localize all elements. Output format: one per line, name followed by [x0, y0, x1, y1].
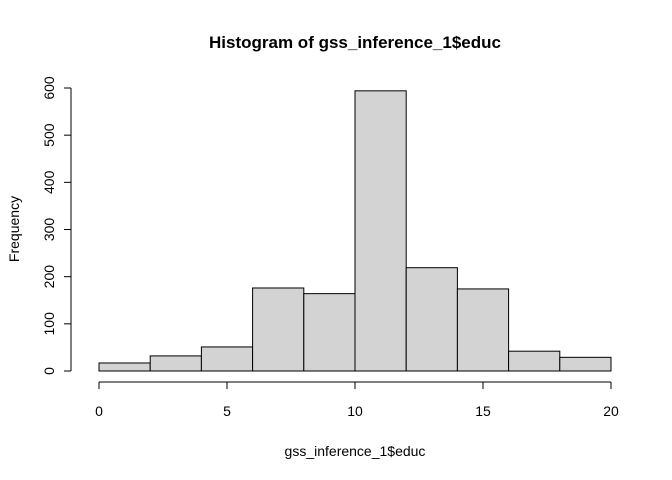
y-tick-label: 400 — [41, 170, 57, 194]
x-axis-label: gss_inference_1$educ — [285, 443, 426, 459]
y-tick-label: 100 — [41, 312, 57, 336]
histogram-bar-1 — [149, 355, 202, 372]
chart-title: Histogram of gss_inference_1$educ — [209, 33, 501, 52]
y-tick-label: 600 — [41, 76, 57, 100]
y-ticks-group: 0 100 200 300 400 500 600 — [41, 76, 71, 375]
x-tick-label: 10 — [347, 403, 363, 419]
x-ticks-group: 0 5 10 15 20 — [95, 382, 619, 419]
histogram-bar-5 — [354, 90, 407, 372]
y-tick-label: 200 — [41, 265, 57, 289]
x-tick-label: 5 — [223, 403, 231, 419]
x-tick-label: 15 — [475, 403, 491, 419]
histogram-bar-2 — [200, 346, 254, 372]
histogram-bar-0 — [98, 362, 151, 372]
histogram-bar-8 — [508, 350, 561, 372]
histogram-bar-4 — [303, 293, 356, 372]
histogram-bar-3 — [252, 287, 305, 372]
x-tick-label: 20 — [603, 403, 619, 419]
y-tick-label: 0 — [41, 367, 57, 375]
histogram-bar-9 — [559, 356, 612, 372]
y-tick-label: 300 — [41, 218, 57, 242]
histogram-bar-7 — [456, 288, 510, 372]
histogram-bar-6 — [405, 267, 458, 372]
x-tick-label: 0 — [95, 403, 103, 419]
y-tick-label: 500 — [41, 123, 57, 147]
bars-group — [98, 90, 612, 372]
y-axis-label: Frequency — [6, 196, 22, 262]
